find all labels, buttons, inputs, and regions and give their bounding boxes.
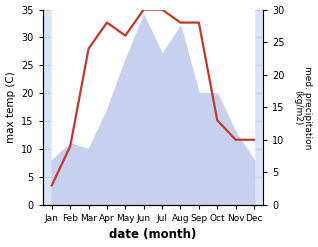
X-axis label: date (month): date (month): [109, 228, 197, 242]
Y-axis label: med. precipitation
(kg/m2): med. precipitation (kg/m2): [293, 65, 313, 149]
Y-axis label: max temp (C): max temp (C): [5, 71, 16, 143]
